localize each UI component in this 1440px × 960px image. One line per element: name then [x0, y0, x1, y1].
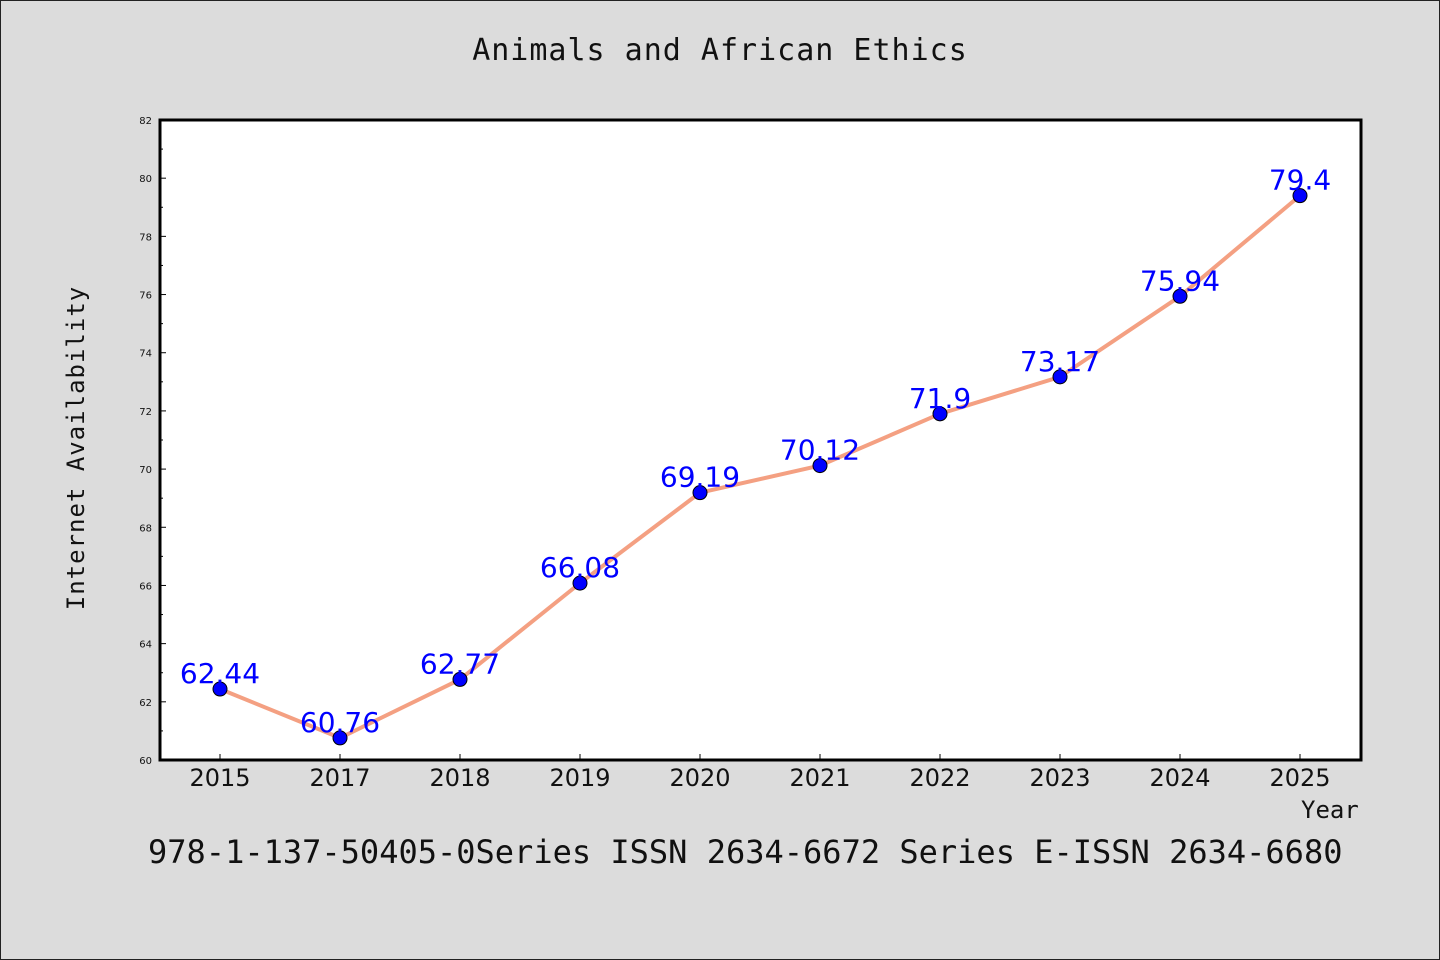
y-tick-label: 74 [139, 349, 152, 360]
data-series [212, 188, 1308, 746]
data-label: 79.4 [1269, 164, 1331, 197]
data-label: 62.44 [180, 657, 260, 690]
series-line [218, 193, 1302, 740]
y-tick-label: 76 [139, 291, 152, 302]
y-tick-label: 70 [139, 465, 152, 476]
data-label: 73.17 [1020, 345, 1100, 378]
chart-title: Animals and African Ethics [472, 33, 968, 68]
x-axis: 2015 2017 2018 2019 2020 2021 2022 2023 2024 2025 [189, 754, 1331, 792]
y-tick-label: 62 [139, 698, 152, 709]
data-label: 70.12 [780, 434, 860, 467]
x-tick-label: 2024 [1149, 764, 1210, 792]
plot-area [158, 118, 1363, 762]
data-point [692, 485, 708, 501]
y-tick-label: 64 [139, 640, 152, 651]
y-tick-label: 78 [139, 232, 152, 243]
data-point [1172, 288, 1188, 304]
y-tick-label: 72 [139, 407, 152, 418]
data-label: 66.08 [540, 551, 620, 584]
y-tick-label: 60 [139, 756, 152, 767]
y-axis: 60 62 64 66 68 70 72 74 76 78 80 82 [139, 116, 166, 767]
data-labels: 62.44 60.76 62.77 66.08 69.19 70.12 71.9 73.17 7… [180, 164, 1331, 739]
x-tick-label: 2025 [1269, 764, 1330, 792]
y-tick-label: 68 [139, 523, 152, 534]
y-tick-label: 82 [139, 116, 152, 127]
data-point [812, 458, 828, 474]
x-tick-label: 2020 [669, 764, 730, 792]
x-axis-label: Year [1301, 796, 1359, 824]
data-label: 69.19 [660, 461, 740, 494]
x-tick-label: 2015 [189, 764, 250, 792]
data-point [1052, 369, 1068, 385]
y-tick-label: 80 [139, 174, 152, 185]
data-label: 75.94 [1140, 264, 1220, 297]
data-point [212, 681, 228, 697]
x-tick-label: 2018 [429, 764, 490, 792]
data-label: 60.76 [300, 706, 380, 739]
data-label: 62.77 [420, 647, 500, 680]
data-point [572, 575, 588, 591]
data-label: 71.9 [909, 382, 971, 415]
x-tick-label: 2021 [789, 764, 850, 792]
data-point [332, 730, 348, 746]
data-point [452, 671, 468, 687]
data-point [1292, 188, 1308, 204]
x-tick-label: 2023 [1029, 764, 1090, 792]
footer-isbn-issn: 978-1-137-50405-0Series ISSN 2634-6672 S… [148, 833, 1343, 871]
data-point [932, 406, 948, 422]
y-tick-label: 66 [139, 581, 152, 592]
x-tick-label: 2019 [549, 764, 610, 792]
x-tick-label: 2017 [309, 764, 370, 792]
x-tick-label: 2022 [909, 764, 970, 792]
